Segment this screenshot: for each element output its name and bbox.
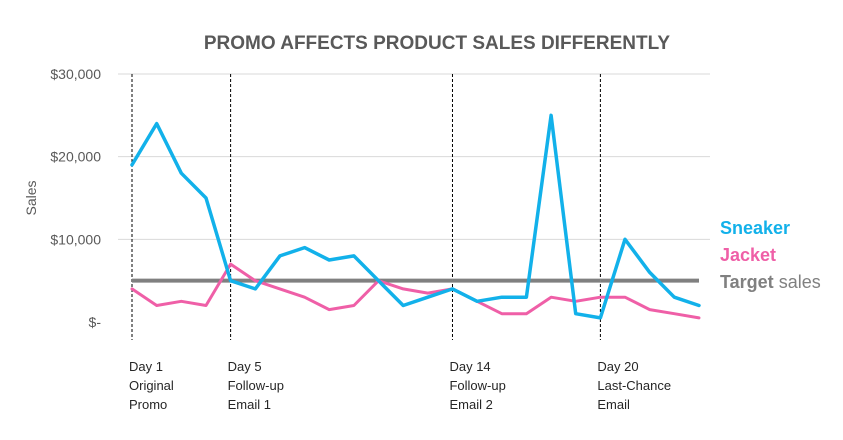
- y-tick-label: $30,000: [50, 66, 101, 82]
- event-annotations: Day 1 Original Promo Day 5 Follow-up Email 1 D…: [129, 74, 671, 412]
- gridlines: [118, 73, 710, 240]
- y-axis-label: Sales: [23, 180, 39, 215]
- event-annotation-text: Follow-up: [228, 378, 284, 393]
- event-annotation-text: Original: [129, 378, 174, 393]
- event-annotation-text: Email 1: [228, 397, 271, 412]
- event-annotation-text: Last-Chance: [597, 378, 671, 393]
- event-annotation-text: Day 1: [129, 359, 163, 374]
- legend-jacket: Jacket: [720, 245, 776, 265]
- legend-sneaker: Sneaker: [720, 218, 790, 238]
- legend: Sneaker Jacket Target sales: [720, 218, 821, 292]
- event-annotation-text: Day 20: [597, 359, 638, 374]
- event-annotation-text: Promo: [129, 397, 167, 412]
- y-tick-label: $10,000: [50, 231, 101, 247]
- y-tick-label: $-: [89, 314, 102, 330]
- chart-title: PROMO AFFECTS PRODUCT SALES DIFFERENTLY: [204, 33, 671, 54]
- legend-target: Target sales: [720, 272, 821, 292]
- series-lines: [130, 113, 701, 320]
- event-annotation-text: Day 14: [449, 359, 490, 374]
- event-annotation-text: Day 5: [228, 359, 262, 374]
- y-tick-label: $20,000: [50, 149, 101, 165]
- event-annotation-text: Follow-up: [449, 378, 505, 393]
- event-annotation-text: Email 2: [449, 397, 492, 412]
- legend-target-rest: sales: [774, 272, 821, 292]
- series-line-sneaker: [130, 113, 701, 320]
- event-annotation-text: Email: [597, 397, 630, 412]
- legend-target-bold: Target: [720, 272, 774, 292]
- y-tick-labels: $- $10,000 $20,000 $30,000: [50, 66, 101, 330]
